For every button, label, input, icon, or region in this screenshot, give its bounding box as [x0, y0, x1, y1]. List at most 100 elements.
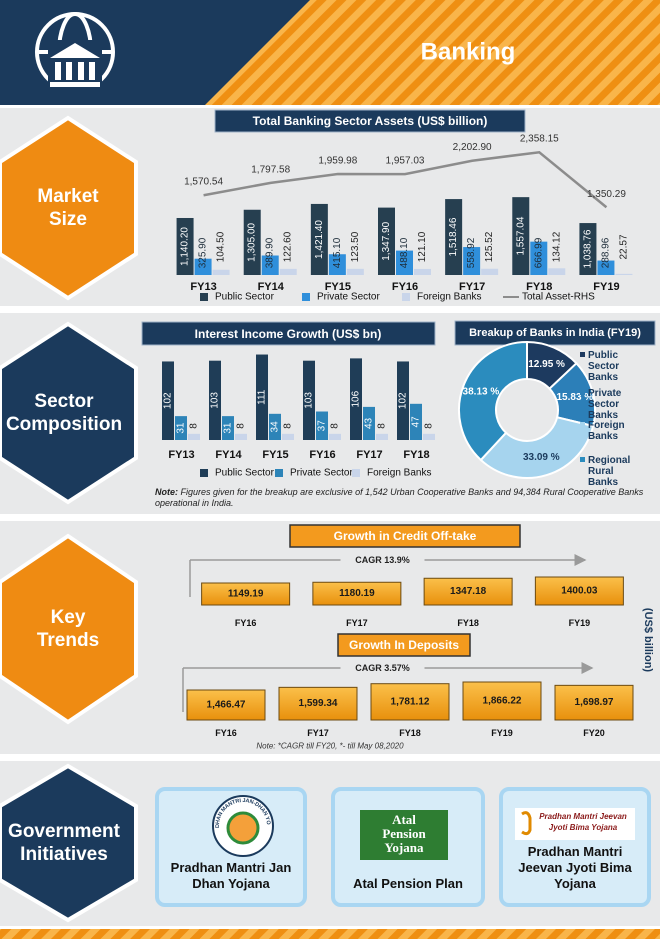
data-label: 33.09 %	[523, 452, 560, 463]
bar	[175, 416, 187, 440]
chart-title: Breakup of Banks in India (FY19)	[469, 327, 641, 339]
bar	[235, 433, 247, 440]
legend-label: Private Sector	[290, 468, 353, 479]
x-tick-label: FY16	[215, 728, 237, 738]
x-tick-label: FY16	[392, 281, 418, 293]
legend-swatch	[580, 352, 585, 357]
data-label: 31	[223, 422, 234, 434]
data-label: 22.57	[618, 234, 629, 259]
data-label: 134.12	[551, 231, 562, 262]
bar	[261, 255, 279, 275]
bar	[462, 681, 542, 721]
data-label: 8	[236, 423, 247, 429]
bar	[310, 203, 328, 275]
data-label: 1149.19	[228, 589, 264, 600]
bar	[597, 260, 615, 275]
data-label: 1,797.58	[251, 164, 290, 175]
header-stripes	[205, 0, 660, 105]
bar	[256, 354, 268, 440]
bar	[186, 689, 266, 721]
legend-label: Private Sector Banks	[588, 388, 622, 421]
legend-label: Public Sector	[215, 292, 275, 303]
x-tick-label: FY17	[459, 281, 485, 293]
data-label: 2,202.90	[453, 142, 492, 153]
data-label: 488.10	[399, 237, 410, 268]
bar	[176, 217, 194, 275]
logo	[515, 808, 635, 840]
legend-label: Private Sector	[317, 292, 380, 303]
x-tick-label: FY17	[307, 728, 329, 738]
legend-swatch	[200, 293, 208, 301]
data-label: 125.52	[484, 231, 495, 262]
data-label: 666.99	[533, 237, 544, 268]
bar	[346, 268, 364, 275]
bar	[209, 360, 221, 440]
data-label: 8	[189, 423, 200, 429]
data-label: 104.50	[216, 231, 227, 262]
data-label: 38.13 %	[463, 386, 500, 397]
data-label: 102	[163, 392, 174, 409]
data-label: 1180.19	[339, 588, 375, 599]
x-tick-label: FY18	[457, 618, 479, 628]
data-label: 34	[270, 421, 281, 433]
data-label: 103	[210, 392, 221, 409]
data-label: 12.95 %	[528, 359, 565, 370]
bar	[329, 433, 341, 440]
initiative-label: Atal Pension Plan	[353, 876, 463, 891]
data-label: 121.10	[417, 231, 428, 262]
logo	[226, 811, 260, 845]
data-label: 15.83 %	[556, 392, 593, 403]
data-label: 8	[377, 423, 388, 429]
data-label: 389.90	[265, 237, 276, 268]
data-label: 325.90	[198, 237, 209, 268]
bar	[269, 413, 281, 440]
bar	[278, 686, 358, 721]
bar	[312, 581, 402, 606]
bar	[201, 582, 291, 606]
data-label: 1,866.22	[483, 696, 522, 707]
x-tick-label: FY17	[356, 449, 382, 461]
data-label: 1400.03	[561, 586, 598, 597]
x-tick-label: FY18	[403, 449, 429, 461]
x-tick-label: FY13	[168, 449, 194, 461]
legend-swatch	[352, 469, 360, 477]
legend-swatch	[580, 422, 585, 427]
data-label: 8	[424, 423, 435, 429]
bar	[279, 268, 297, 275]
data-label: 288.96	[600, 237, 611, 268]
section-label: Government Initiatives	[8, 821, 120, 865]
bar	[397, 361, 409, 440]
legend-label: Foreign Banks	[588, 420, 625, 442]
data-label: 558.92	[466, 237, 477, 268]
data-label: 1347.18	[450, 586, 487, 597]
cagr-bg	[340, 553, 425, 567]
data-label: 111	[257, 389, 268, 405]
x-tick-label: FY16	[235, 618, 257, 628]
data-label: 1,570.54	[184, 177, 223, 188]
data-label: 1,140.20	[180, 227, 191, 266]
data-label: 1,599.34	[299, 698, 338, 709]
x-tick-label: FY19	[491, 728, 513, 738]
bar	[328, 254, 346, 275]
title-box	[141, 321, 436, 346]
bar	[615, 273, 633, 275]
logo	[521, 811, 532, 836]
bar	[162, 361, 174, 440]
x-tick-label: FY14	[215, 449, 242, 461]
x-tick-label: FY16	[309, 449, 335, 461]
chart-title: Growth in Credit Off-take	[334, 529, 477, 543]
data-label: 8	[283, 423, 294, 429]
bar	[212, 269, 230, 275]
bar	[376, 433, 388, 440]
cagr-label: CAGR 3.57%	[355, 663, 410, 673]
section-label: Sector Composition	[5, 391, 123, 435]
bar	[534, 576, 624, 606]
data-label: 123.50	[350, 231, 361, 262]
cagr-bg	[340, 661, 425, 675]
bar	[303, 360, 315, 440]
data-label: 1,781.12	[391, 696, 430, 707]
legend-label: Foreign Banks	[367, 468, 431, 479]
x-tick-label: FY17	[346, 618, 368, 628]
